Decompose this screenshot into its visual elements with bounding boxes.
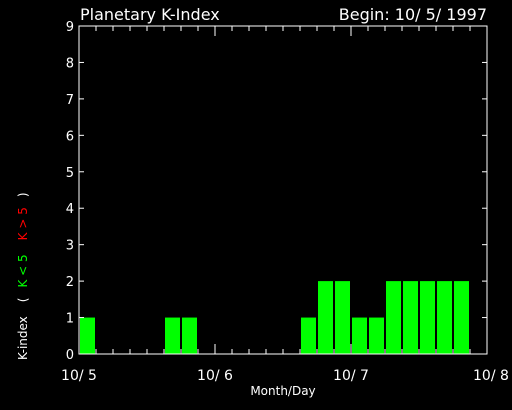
bars-group [80,281,469,354]
y-axis-label: K-index ( K < 5 K > 5) [16,192,30,360]
y-tick-label: 9 [66,20,74,35]
y-tick-label: 7 [66,93,74,108]
y-label-high: K > 5 [16,207,30,240]
y-tick-labels: 0 1 2 3 4 5 6 7 8 9 [66,20,74,363]
y-tick-label: 0 [66,348,74,363]
bar [420,281,435,354]
x-tick-label: 10/ 6 [197,368,233,384]
bar [437,281,452,354]
bar [335,281,350,354]
y-tick-label: 1 [66,312,74,327]
x-tick-label: 10/ 7 [333,368,369,384]
chart-begin-date: Begin: 10/ 5/ 1997 [339,5,487,24]
y-tick-label: 6 [66,129,74,144]
bar [352,317,367,354]
bar [301,317,316,354]
x-axis-label: Month/Day [250,384,315,398]
bar [80,317,95,354]
bar [386,281,401,354]
bar [403,281,418,354]
y-label-main: K-index [16,316,30,360]
y-tick-label: 4 [66,202,74,217]
chart-title: Planetary K-Index [80,5,220,24]
bar [318,281,333,354]
x-tick-label: 10/ 5 [61,368,97,384]
bar [182,317,197,354]
bar [165,317,180,354]
y-tick-label: 5 [66,166,74,181]
bar [454,281,469,354]
y-label-open-paren: ( [16,298,30,303]
x-tick-label: 10/ 8 [473,368,509,384]
axis-ticks [78,25,488,355]
y-axis-label-text: K-index ( K < 5 K > 5) [16,192,30,360]
y-tick-label: 2 [66,275,74,290]
x-tick-labels: 10/ 5 10/ 6 10/ 7 10/ 8 [61,368,509,384]
y-tick-label: 3 [66,239,74,254]
y-label-low: K < 5 [16,254,30,287]
y-label-close-paren: ) [16,192,30,197]
y-tick-label: 8 [66,56,74,71]
bar [369,317,384,354]
